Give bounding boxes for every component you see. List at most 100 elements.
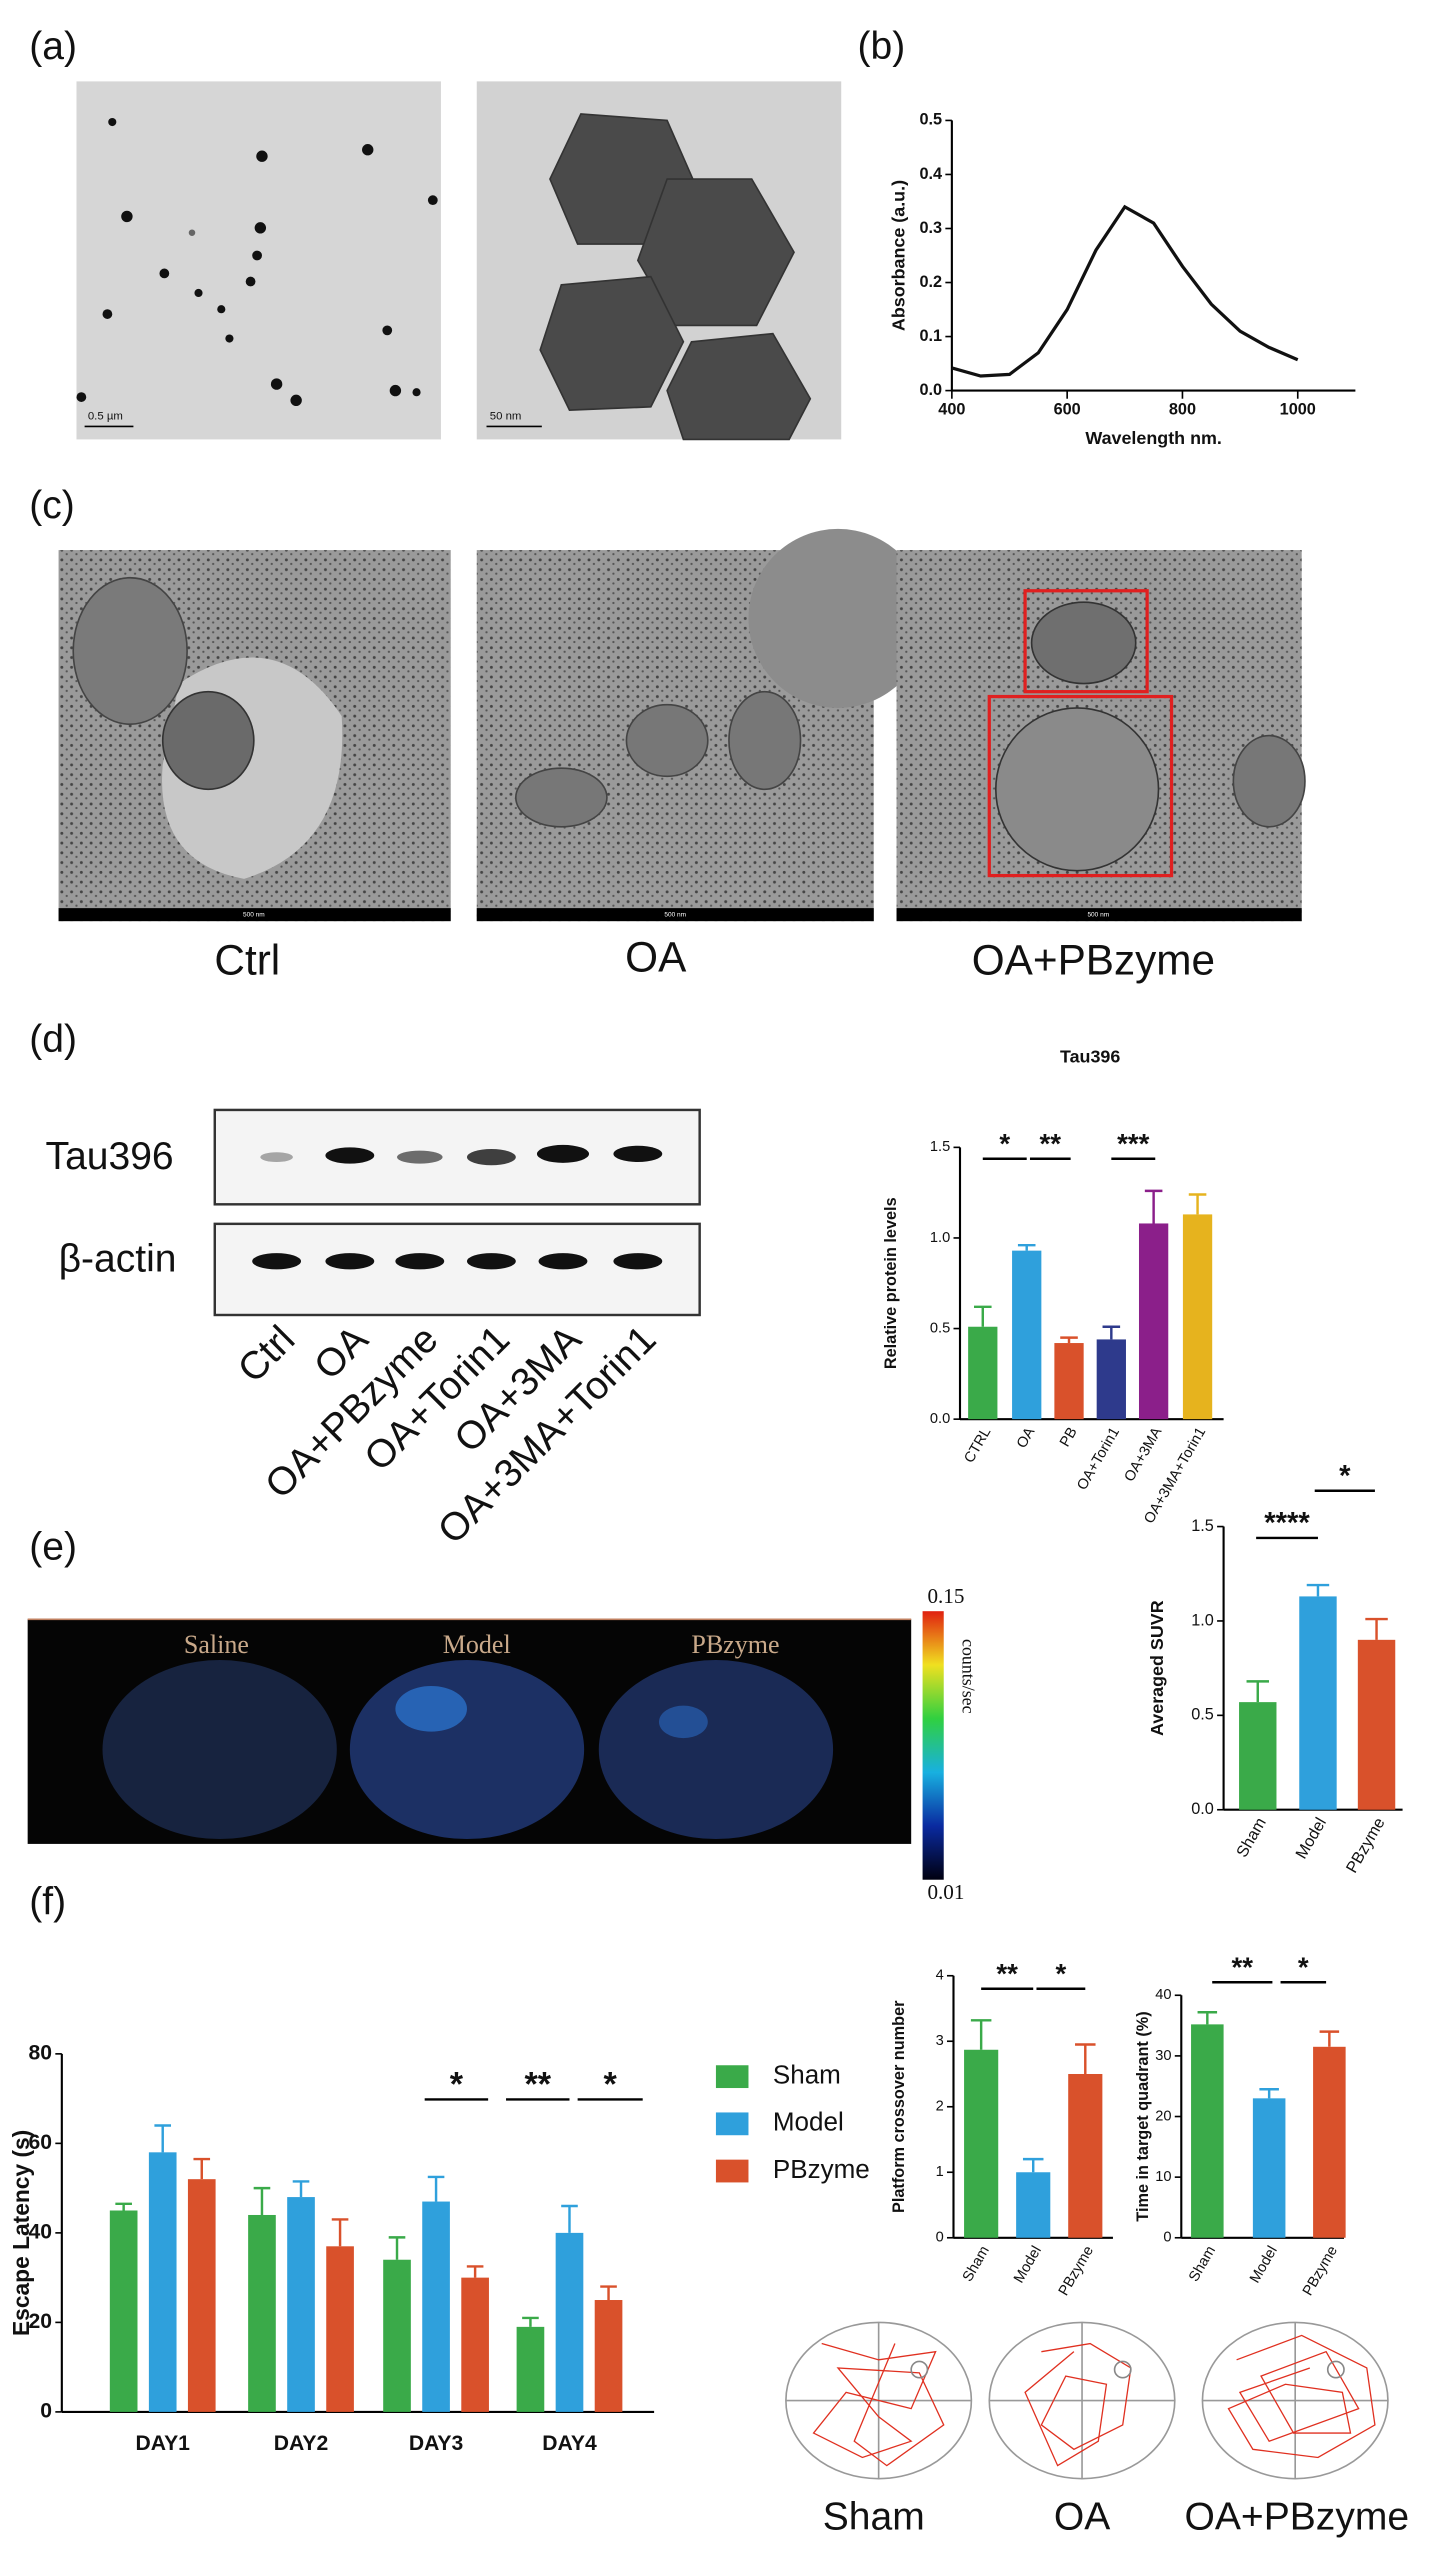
x-tick-label: Model <box>1292 1815 1330 1862</box>
y-axis-label: Averaged SUVR <box>1147 1600 1167 1736</box>
y-tick-label: 1.5 <box>930 1139 950 1155</box>
x-tick-label: DAY4 <box>542 2432 597 2455</box>
error-bar <box>1259 2088 1279 2099</box>
panel-label: (e) <box>29 1526 77 1569</box>
image-caption: OA <box>625 933 687 980</box>
y-tick-label: 1.0 <box>930 1230 950 1246</box>
y-tick-label: 0.1 <box>919 327 942 345</box>
error-bar <box>292 2180 310 2198</box>
x-tick-label: PBzyme <box>1300 2243 1341 2298</box>
error-bar <box>1060 1336 1078 1344</box>
significance-label: *** <box>1117 1128 1150 1159</box>
x-tick-label: CTRL <box>962 1425 995 1466</box>
y-tick-label: 40 <box>1155 1987 1171 2003</box>
blot-row-label: β-actin <box>59 1238 177 1281</box>
error-bar <box>1188 1193 1207 1215</box>
bar <box>1016 2172 1051 2238</box>
bar <box>516 2326 545 2412</box>
bar <box>1182 1214 1213 1420</box>
y-tick-label: 0 <box>40 2399 52 2422</box>
y-tick-label: 1.5 <box>1191 1517 1214 1535</box>
y-tick-label: 3 <box>936 2033 944 2049</box>
error-bar <box>600 2285 617 2301</box>
x-tick-label: OA+3MA <box>1122 1425 1166 1485</box>
error-bar <box>193 2157 211 2180</box>
y-tick-label: 30 <box>1155 2048 1171 2064</box>
y-axis-label: Absorbance (a.u.) <box>889 180 909 331</box>
pet-label: Saline <box>184 1630 249 1659</box>
blot-row-label: Tau396 <box>46 1135 174 1178</box>
error-bar <box>1197 2011 1218 2025</box>
x-tick-label: 1000 <box>1280 400 1316 418</box>
y-tick-label: 20 <box>1155 2108 1171 2124</box>
image-caption: OA+PBzyme <box>972 937 1215 984</box>
legend-swatch <box>715 2159 749 2183</box>
panel-label: (f) <box>29 1880 66 1923</box>
western-blot <box>213 1108 701 1317</box>
significance-label: ** <box>524 2065 551 2103</box>
pet-image <box>27 1611 944 1880</box>
error-bar <box>1144 1189 1163 1224</box>
error-bar <box>115 2202 132 2211</box>
pet-label: PBzyme <box>691 1630 779 1659</box>
pet-label: Model <box>443 1630 511 1659</box>
x-tick-label: DAY3 <box>409 2432 463 2455</box>
bar <box>1191 2024 1224 2238</box>
scale-bar-label: 500 nm <box>243 911 265 918</box>
legend-swatch <box>715 2065 749 2089</box>
y-tick-label: 60 <box>29 2131 53 2154</box>
maze-label: OA+PBzyme <box>1185 2496 1410 2539</box>
scale-bar-label: 50 nm <box>490 411 522 423</box>
bar <box>594 2300 623 2412</box>
significance-label: **** <box>1264 1507 1310 1540</box>
cell-images: 500 nm 500 nm 500 nm <box>58 528 1306 922</box>
x-tick-label: PBzyme <box>1343 1815 1389 1876</box>
x-tick-label: 600 <box>1054 400 1081 418</box>
error-bar <box>253 2186 271 2215</box>
significance-label: * <box>450 2065 464 2103</box>
maze-label: OA <box>1054 2496 1110 2539</box>
error-bar <box>1246 1680 1269 1703</box>
significance-label: * <box>1339 1459 1351 1492</box>
bar <box>1299 1596 1337 1810</box>
error-bar <box>1365 1617 1388 1640</box>
bar <box>1357 1639 1396 1810</box>
significance-label: * <box>999 1128 1010 1159</box>
legend-swatch <box>715 2112 749 2136</box>
y-tick-label: 40 <box>29 2220 53 2243</box>
significance-label: ** <box>996 1958 1018 1989</box>
error-bar <box>973 1305 992 1327</box>
y-axis-label: Platform crossover number <box>890 2000 908 2213</box>
y-tick-label: 0.5 <box>1191 1706 1214 1724</box>
y-tick-label: 1.0 <box>1191 1611 1214 1629</box>
chart-title: Tau396 <box>1060 1047 1120 1067</box>
y-tick-label: 0.3 <box>919 219 942 237</box>
bar <box>1096 1339 1126 1420</box>
y-axis-label: Escape Latency (s) <box>8 2130 34 2336</box>
bar <box>383 2259 411 2412</box>
x-tick-label: OA+Torin1 <box>1074 1425 1123 1493</box>
y-tick-label: 0 <box>936 2230 944 2246</box>
bar <box>287 2197 315 2412</box>
x-tick-label: Sham <box>960 2243 993 2284</box>
bar <box>461 2277 489 2412</box>
bar <box>187 2179 216 2412</box>
x-tick-label: Model <box>1011 2243 1045 2286</box>
significance-label: ** <box>1232 1952 1254 1983</box>
tem-image: 0.5 µm 50 nm <box>76 81 842 441</box>
x-tick-label: DAY2 <box>274 2432 328 2455</box>
y-axis-label: Relative protein levels <box>882 1197 900 1369</box>
y-tick-label: 0.0 <box>1191 1800 1214 1818</box>
error-bar <box>388 2236 406 2260</box>
significance-label: * <box>1055 1958 1066 1989</box>
y-tick-label: 0.5 <box>930 1320 950 1336</box>
bar <box>248 2214 276 2412</box>
y-tick-label: 0.5 <box>919 111 942 129</box>
error-bar <box>331 2218 349 2247</box>
colorbar-unit: counts/sec <box>958 1639 978 1714</box>
bar <box>326 2246 354 2412</box>
error-bar <box>1319 2030 1340 2047</box>
y-tick-label: 0.4 <box>919 165 942 183</box>
error-bar <box>1022 2157 1044 2173</box>
